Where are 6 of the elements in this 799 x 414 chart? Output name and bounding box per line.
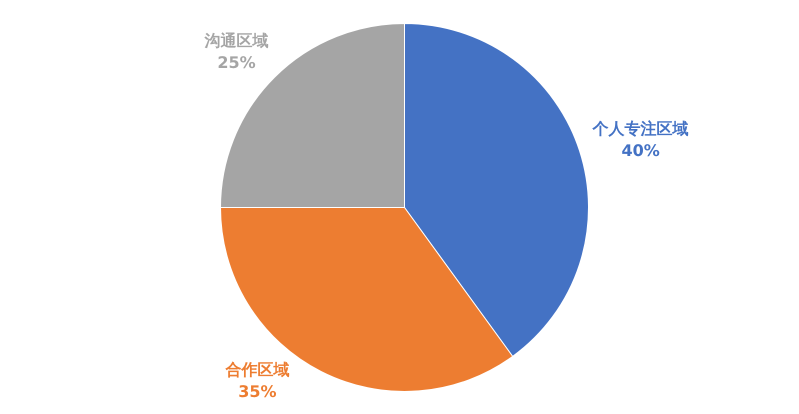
- slice-label: 沟通区域: [204, 30, 269, 50]
- slice-label: 个人专注区域: [592, 118, 689, 138]
- slice-label: 合作区域: [224, 360, 290, 379]
- data-label: 40%: [621, 140, 660, 160]
- data-label: 25%: [217, 52, 256, 72]
- data-label: 35%: [238, 382, 277, 401]
